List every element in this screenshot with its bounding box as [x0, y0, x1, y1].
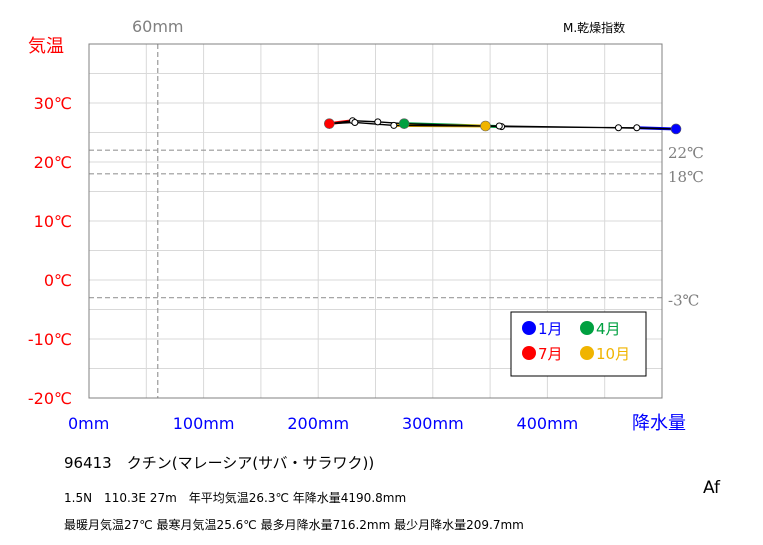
- reference-lines: 22℃ 18℃ -3℃ 60mm: [89, 17, 704, 398]
- station-name: 96413 クチン(マレーシア(サバ・サラワク)): [64, 454, 375, 472]
- plot-border: [88, 43, 663, 399]
- y-tick-label: -10℃: [28, 330, 72, 349]
- x-tick-label: 200mm: [287, 414, 349, 433]
- reference-line-label: -3℃: [668, 292, 699, 310]
- climate-classification: Af: [703, 478, 721, 498]
- y-tick-label: 0℃: [44, 271, 72, 290]
- month-point-highlight: [480, 120, 491, 132]
- reference-line-label: 22℃: [668, 144, 704, 162]
- reference-line-label: 18℃: [668, 168, 704, 186]
- month-point: [633, 124, 641, 132]
- x-tick-label: 400mm: [517, 414, 579, 433]
- y-axis-tick-labels: -20℃ -10℃ 0℃ 10℃ 20℃ 30℃: [28, 94, 72, 408]
- y-tick-label: -20℃: [28, 389, 72, 408]
- legend-marker: [580, 346, 594, 360]
- legend-label: 7月: [538, 345, 563, 363]
- y-axis-label: 気温: [28, 36, 64, 57]
- legend-marker: [522, 321, 536, 335]
- month-point: [495, 122, 503, 130]
- legend-label: 10月: [596, 345, 630, 363]
- reference-line-label: 60mm: [132, 17, 184, 36]
- x-tick-label: 0mm: [68, 414, 109, 433]
- month-point: [374, 118, 382, 126]
- x-axis-label: 降水量: [632, 413, 686, 434]
- month-point: [351, 118, 359, 126]
- dryness-index-label: M.乾燥指数: [563, 20, 625, 35]
- x-axis-tick-labels: 0mm 100mm 200mm 300mm 400mm: [68, 414, 578, 433]
- month-point-highlight: [324, 118, 335, 129]
- y-tick-label: 20℃: [34, 153, 72, 172]
- station-summary-line-2: 最暖月気温27℃ 最寒月気温25.6℃ 最多月降水量716.2mm 最少月降水量…: [64, 518, 524, 532]
- y-tick-label: 10℃: [34, 212, 72, 231]
- climate-series: [324, 117, 682, 135]
- station-summary-line-1: 1.5N 110.3E 27m 年平均気温26.3℃ 年降水量4190.8mm: [64, 491, 407, 505]
- legend-label: 1月: [538, 320, 563, 338]
- legend-marker: [522, 346, 536, 360]
- y-tick-label: 30℃: [34, 94, 72, 113]
- grid-lines: [89, 44, 662, 398]
- x-tick-label: 100mm: [173, 414, 235, 433]
- x-tick-label: 300mm: [402, 414, 464, 433]
- legend: 1月 4月 7月 10月: [510, 311, 647, 377]
- legend-label: 4月: [596, 320, 621, 338]
- month-point: [390, 121, 398, 129]
- month-point-highlight: [670, 123, 682, 135]
- legend-marker: [580, 321, 594, 335]
- month-point-highlight: [398, 118, 410, 129]
- month-point: [614, 124, 622, 132]
